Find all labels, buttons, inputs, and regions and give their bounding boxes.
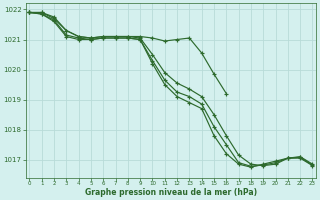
X-axis label: Graphe pression niveau de la mer (hPa): Graphe pression niveau de la mer (hPa) xyxy=(85,188,257,197)
